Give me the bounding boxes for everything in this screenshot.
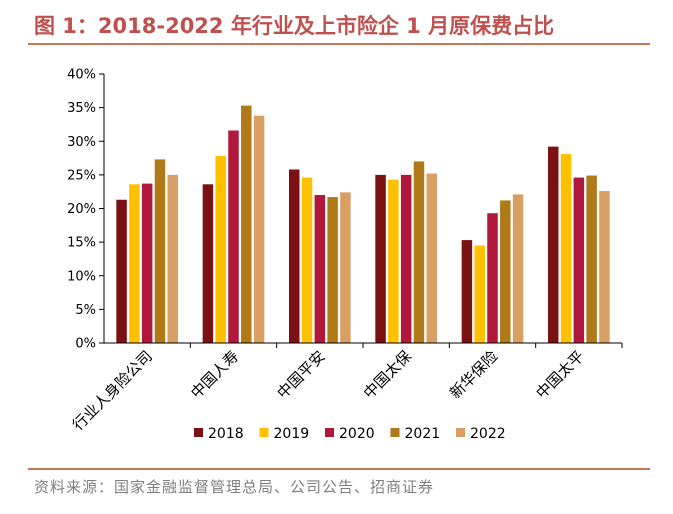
bar-2019 xyxy=(474,245,485,343)
source-divider xyxy=(28,468,650,470)
bars xyxy=(116,105,610,343)
legend-swatch-2022 xyxy=(456,428,465,437)
legend-label-2020: 2020 xyxy=(339,426,375,442)
y-tick-label: 5% xyxy=(75,303,96,318)
bar-2020 xyxy=(400,174,412,343)
bar-2021 xyxy=(154,159,166,343)
y-tick-label: 15% xyxy=(67,236,96,251)
bar-2022 xyxy=(426,173,438,343)
bar-2020 xyxy=(141,183,153,343)
bar-2020 xyxy=(573,177,585,343)
bar-2020 xyxy=(228,130,239,343)
x-category-label: 新华保险 xyxy=(446,347,501,402)
y-tick-label: 30% xyxy=(67,135,96,150)
bar-2022 xyxy=(340,192,351,343)
bar-2022 xyxy=(253,115,265,343)
y-tick-label: 0% xyxy=(75,337,96,352)
x-category-label: 中国太平 xyxy=(532,347,587,402)
bar-2021 xyxy=(413,161,425,343)
y-tick-label: 35% xyxy=(67,101,96,116)
bar-2019 xyxy=(388,179,399,343)
bar-2021 xyxy=(327,197,338,343)
bar-2019 xyxy=(301,177,313,343)
bar-2022 xyxy=(167,174,179,343)
x-axis: 行业人身险公司 中国人寿 中国平安 中国太保 新华保险 中国太平 xyxy=(69,342,623,434)
bar-2018 xyxy=(116,199,127,343)
bar-2018 xyxy=(461,240,473,343)
bar-2018 xyxy=(375,174,386,343)
legend: 2018 2019 2020 2021 2022 xyxy=(194,426,506,442)
bar-2018 xyxy=(547,146,559,343)
y-tick-label: 40% xyxy=(67,68,96,83)
bar-2021 xyxy=(586,175,597,343)
bar-2022 xyxy=(512,194,524,343)
bar-2018 xyxy=(202,184,214,343)
title-divider xyxy=(28,43,650,45)
chart-title: 图 1：2018-2022 年行业及上市险企 1 月原保费占比 xyxy=(34,14,555,38)
legend-swatch-2018 xyxy=(194,428,203,437)
bar-2018 xyxy=(288,169,300,343)
y-tick-label: 25% xyxy=(67,168,96,183)
legend-label-2018: 2018 xyxy=(208,426,244,442)
bar-2020 xyxy=(487,213,498,343)
x-category-label: 中国太保 xyxy=(360,347,415,402)
legend-swatch-2020 xyxy=(325,428,334,437)
bar-2020 xyxy=(314,195,326,343)
source-note: 资料来源：国家金融监督管理总局、公司公告、招商证券 xyxy=(34,478,435,496)
y-tick-label: 10% xyxy=(67,269,96,284)
legend-label-2019: 2019 xyxy=(274,426,310,442)
bar-2019 xyxy=(129,184,140,343)
bar-2021 xyxy=(241,105,252,343)
bar-2022 xyxy=(599,191,610,343)
legend-swatch-2021 xyxy=(390,428,400,437)
y-axis: 0% 5% 10% 15% 20% 25% 30% 35% 40% xyxy=(67,68,105,352)
x-category-label: 行业人身险公司 xyxy=(69,347,156,434)
bar-2019 xyxy=(560,154,572,343)
legend-label-2021: 2021 xyxy=(405,426,441,442)
bar-chart: 0% 5% 10% 15% 20% 25% 30% 35% 40% 行业人身险公司 中国人寿 中国平… xyxy=(67,68,623,442)
x-category-label: 中国人寿 xyxy=(187,347,242,402)
x-category-label: 中国平安 xyxy=(273,347,328,402)
legend-swatch-2019 xyxy=(259,428,269,437)
bar-2019 xyxy=(215,156,226,343)
legend-label-2022: 2022 xyxy=(470,426,506,442)
bar-2021 xyxy=(500,200,511,343)
y-tick-label: 20% xyxy=(67,202,96,217)
